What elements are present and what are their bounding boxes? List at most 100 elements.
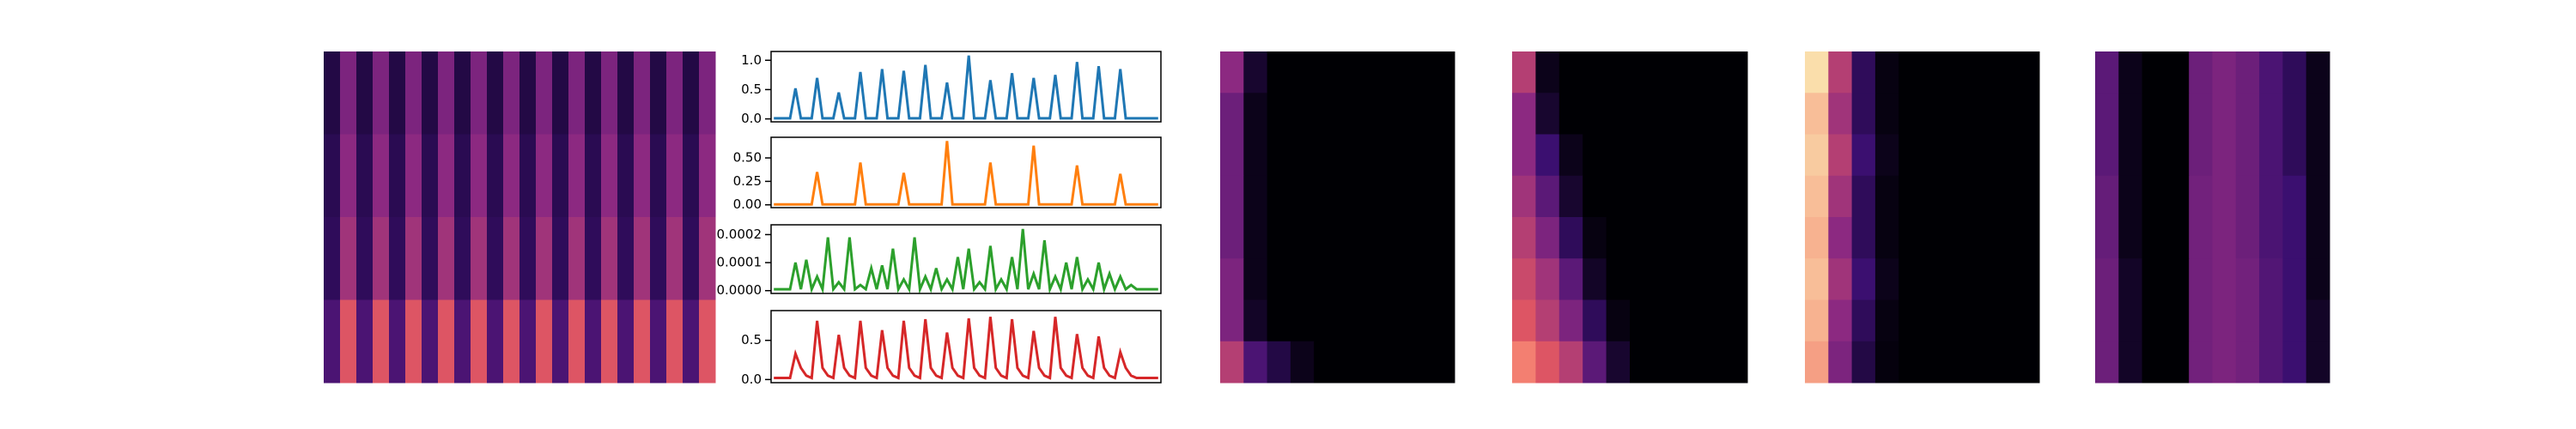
heatmap-cell: [2142, 299, 2166, 342]
heatmap-cell: [1290, 341, 1315, 384]
heatmap-cell: [1384, 51, 1408, 94]
heatmap-cell: [1220, 175, 1244, 218]
y-tick-label: 0.0002: [717, 227, 762, 242]
heatmap-cell: [2212, 134, 2237, 177]
heatmap-cell: [2015, 93, 2040, 135]
heatmap-cell: [1512, 299, 1536, 342]
heatmap-cell: [2282, 299, 2307, 342]
heatmap-cell: [1969, 51, 1993, 94]
heatmap-cell: [2259, 93, 2283, 135]
heatmap-cell: [1992, 258, 2017, 300]
heatmap-cell: [1922, 134, 1947, 177]
heatmap-cell: [1384, 299, 1408, 342]
heatmap-cell: [1805, 93, 1829, 135]
heatmap-cell: [1653, 93, 1678, 135]
axes-frame: [770, 310, 1162, 384]
heatmap-cell: [454, 299, 471, 384]
heatmap-cell: [2259, 341, 2283, 384]
heatmap-cell: [666, 217, 683, 300]
heatmap-cell: [438, 51, 455, 135]
heatmap-cell: [2259, 175, 2283, 218]
heatmap-cell: [2095, 51, 2119, 94]
y-tick-label: 0.0: [741, 372, 762, 387]
heatmap-cell: [1805, 258, 1829, 300]
heatmap-cell: [1220, 134, 1244, 177]
heatmap-cell: [1267, 258, 1291, 300]
heatmap-cell: [536, 299, 553, 384]
heatmap-cell: [2235, 217, 2260, 259]
heatmap-cell: [1290, 175, 1315, 218]
heatmap-cell: [2142, 134, 2166, 177]
heatmap-cell: [1337, 341, 1362, 384]
heatmap-cell: [1290, 299, 1315, 342]
heatmap-cell: [503, 217, 520, 300]
heatmap-cell: [324, 51, 341, 135]
heatmap-cell: [1969, 134, 1993, 177]
heatmap-cell: [1899, 134, 1923, 177]
y-tick-label: 0.5: [741, 332, 762, 347]
heatmap-cell: [1828, 93, 1853, 135]
y-tick-label: 0.50: [733, 150, 762, 166]
heatmap-cell: [1606, 299, 1631, 342]
heatmap-cell: [471, 217, 488, 300]
heatmap-cell: [1992, 175, 2017, 218]
heatmap-cell: [2015, 258, 2040, 300]
heatmap-cell: [1723, 217, 1748, 259]
heatmap-cell: [1360, 341, 1385, 384]
heatmap-cell: [1805, 217, 1829, 259]
heatmap-cell: [1630, 93, 1654, 135]
heatmap-cell: [1630, 299, 1654, 342]
heatmap-cell: [1630, 51, 1654, 94]
heatmap-cell: [2015, 51, 2040, 94]
heatmap-cell: [2282, 93, 2307, 135]
heatmap-cell: [405, 134, 422, 218]
heatmap-cell: [585, 299, 602, 384]
heatmap-cell: [1874, 175, 1899, 218]
heatmap-cell: [1314, 134, 1338, 177]
heatmap-cell: [2189, 93, 2213, 135]
heatmap-cell: [1431, 299, 1455, 342]
heatmap-cell: [1314, 175, 1338, 218]
heatmap-cell: [683, 217, 700, 300]
heatmap-cell: [2306, 134, 2330, 177]
heatmap-cell: [519, 134, 537, 218]
heatmap-cell: [373, 299, 390, 384]
heatmap-cell: [552, 299, 569, 384]
heatmap-cell: [568, 51, 586, 135]
heatmap-cell: [683, 134, 700, 218]
line: [774, 55, 1158, 120]
heatmap-cell: [1805, 341, 1829, 384]
heatmap-cell: [1267, 93, 1291, 135]
heatmap-cell: [2189, 51, 2213, 94]
heatmap-cell: [1243, 217, 1268, 259]
heatmap-cell: [1243, 51, 1268, 94]
heatmap-cell: [340, 51, 357, 135]
heatmap-cell: [2118, 51, 2143, 94]
heatmap-cell: [1676, 299, 1701, 342]
heatmap-cell: [487, 299, 504, 384]
heatmap-cell: [2282, 175, 2307, 218]
heatmap-cell: [1360, 51, 1385, 94]
heatmap-cell: [1874, 134, 1899, 177]
heatmap-cell: [1535, 93, 1560, 135]
heatmap-cell: [1583, 217, 1607, 259]
heatmap-cell: [1360, 175, 1385, 218]
heatmap-cell: [373, 217, 390, 300]
heatmap-cell: [1583, 258, 1607, 300]
heatmap-cell: [2142, 341, 2166, 384]
heatmap-cell: [324, 134, 341, 218]
heatmap-cell: [634, 134, 651, 218]
heatmap-cell: [1653, 341, 1678, 384]
heatmap-cell: [1945, 258, 1970, 300]
heatmap-cell: [1535, 217, 1560, 259]
heatmap-cell: [1805, 134, 1829, 177]
heatmap-cell: [1407, 217, 1432, 259]
heatmap-cell: [405, 217, 422, 300]
heatmap-cell: [2189, 258, 2213, 300]
heatmap-cell: [1700, 51, 1725, 94]
heatmap-cell: [2189, 299, 2213, 342]
heatmap-cell: [1431, 217, 1455, 259]
heatmap-cell: [2306, 217, 2330, 259]
heatmap-cell: [356, 217, 374, 300]
heatmap-cell: [1583, 93, 1607, 135]
